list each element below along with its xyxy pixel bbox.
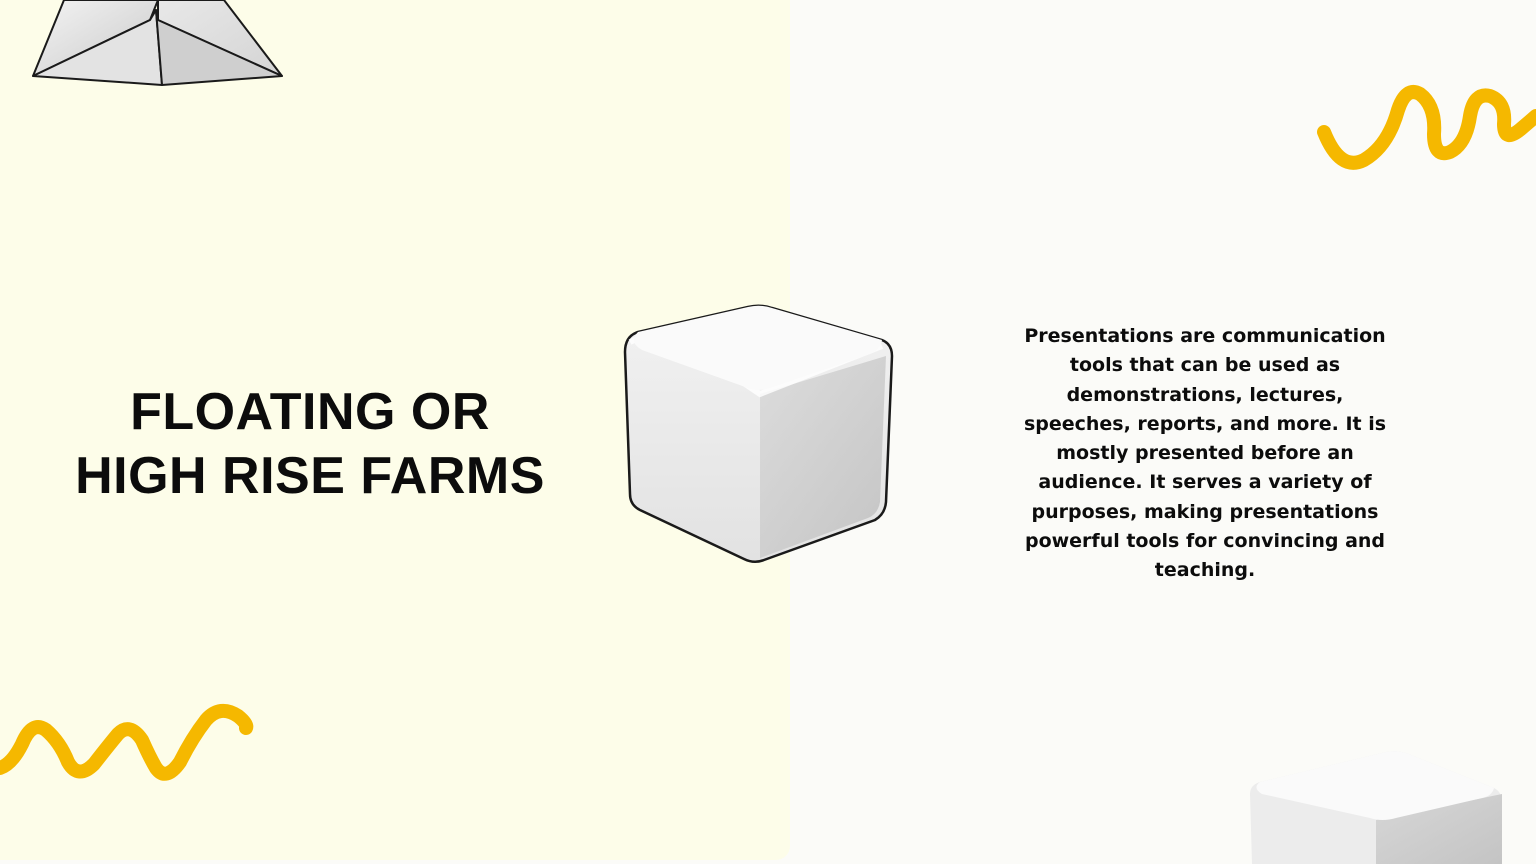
slide-body-text: Presentations are communication tools th… [1023, 325, 1387, 582]
slide-title: FLOATING OR HIGH RISE FARMS [40, 380, 580, 508]
slide-title-line-1: FLOATING OR [130, 383, 490, 441]
pyramid-shape [32, 0, 283, 86]
white-cube-3d [623, 304, 894, 563]
slide-title-line-2: HIGH RISE FARMS [75, 447, 545, 505]
yellow-squiggle [0, 703, 254, 781]
white-cube-3d [1250, 751, 1502, 864]
yellow-squiggle [1317, 85, 1536, 170]
